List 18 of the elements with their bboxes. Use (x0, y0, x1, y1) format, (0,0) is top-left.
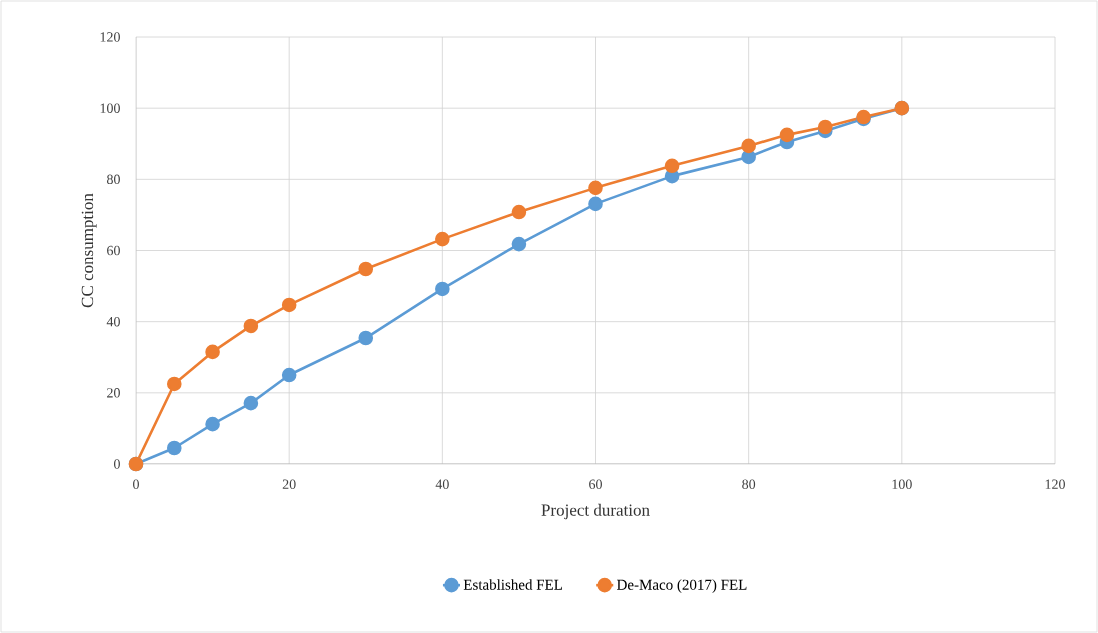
x-tick-label: 60 (589, 479, 602, 489)
y-axis-title: CC consumption (81, 193, 97, 308)
x-tick-label: 40 (435, 479, 449, 489)
x-tick-label: 100 (892, 479, 912, 489)
x-tick-label: 0 (133, 479, 139, 489)
legend-label: Established FEL (463, 579, 562, 590)
y-tick-label: 0 (114, 459, 120, 469)
y-tick-label: 40 (106, 316, 120, 327)
x-tick-label: 20 (282, 479, 296, 489)
x-tick-label: 80 (742, 479, 756, 489)
x-tick-label: 120 (1045, 479, 1065, 489)
y-tick-label: 120 (100, 32, 120, 42)
y-tick-label: 80 (107, 174, 120, 185)
y-tick-label: 100 (100, 103, 120, 113)
legend-label: De-Maco (2017) FEL (617, 579, 747, 593)
x-axis-title: Project duration (541, 503, 650, 520)
y-tick-label: 20 (107, 388, 120, 398)
y-tick-label: 60 (107, 245, 120, 256)
